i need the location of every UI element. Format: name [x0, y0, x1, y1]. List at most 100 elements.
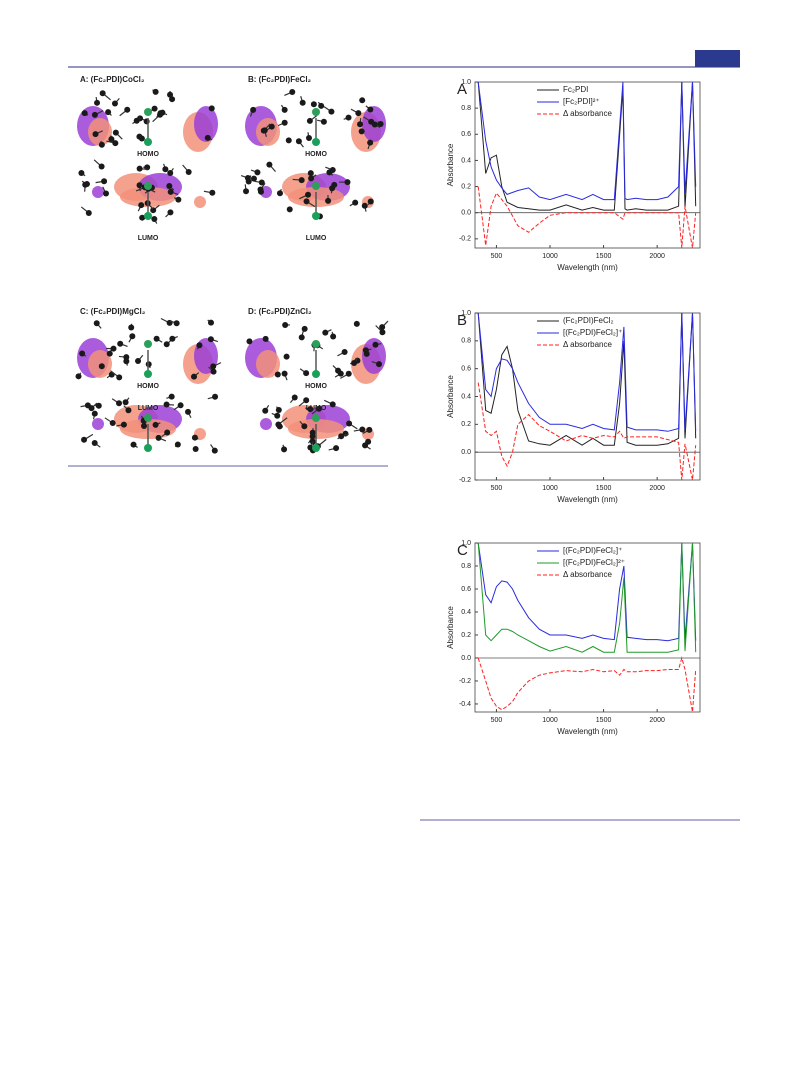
- atom: [286, 137, 292, 143]
- atom: [359, 97, 365, 103]
- atom: [99, 142, 105, 148]
- atom: [105, 109, 111, 115]
- atom: [79, 351, 85, 357]
- legend-label: [(Fc₂PDI)FeCl₂]⁺: [563, 546, 622, 555]
- atom: [123, 358, 129, 364]
- series-line: [478, 658, 696, 712]
- atom: [167, 170, 173, 176]
- atom: [107, 351, 113, 357]
- y-tick-label: 0.8: [461, 105, 471, 112]
- atom: [354, 321, 360, 327]
- atom: [303, 397, 309, 403]
- y-tick-label: 0.2: [461, 183, 471, 190]
- atom: [209, 190, 215, 196]
- atom: [300, 100, 306, 106]
- atom: [318, 103, 324, 109]
- atom: [299, 177, 305, 183]
- y-tick-label: -0.2: [459, 477, 471, 484]
- atom: [325, 198, 331, 204]
- atom: [169, 394, 175, 400]
- panel-label: B: [457, 312, 467, 329]
- y-tick-label: 0.6: [461, 366, 471, 373]
- orbital-label: LUMO: [306, 235, 327, 242]
- atom: [99, 164, 105, 170]
- atom: [368, 198, 374, 204]
- atom: [135, 358, 141, 364]
- atom: [379, 329, 385, 335]
- atom: [151, 216, 157, 222]
- atom: [156, 435, 162, 441]
- orbital-lobe: [256, 118, 280, 146]
- atom: [186, 169, 192, 175]
- orbital-lobe: [92, 418, 104, 430]
- atom: [245, 175, 251, 181]
- atom: [296, 138, 302, 144]
- atom: [89, 405, 95, 411]
- x-tick-label: 500: [491, 485, 503, 492]
- plot-frame: [475, 313, 700, 480]
- y-tick-label: 0.4: [461, 609, 471, 616]
- atom: [326, 169, 332, 175]
- atom: [138, 202, 144, 208]
- atom: [302, 326, 308, 332]
- atom: [308, 175, 314, 181]
- atom: [346, 115, 352, 121]
- y-axis-label: Absorbance: [446, 375, 455, 418]
- x-tick-label: 1500: [596, 253, 612, 260]
- atom: [103, 191, 109, 197]
- atom: [359, 128, 365, 134]
- atom: [351, 360, 357, 366]
- legend-label: Fc₂PDI: [563, 85, 588, 94]
- x-tick-label: 1500: [596, 485, 612, 492]
- atom: [124, 107, 130, 113]
- atom: [157, 112, 163, 118]
- y-axis-label: Absorbance: [446, 606, 455, 649]
- x-tick-label: 1000: [542, 485, 558, 492]
- molecule: [241, 162, 374, 220]
- orbital-label: HOMO: [305, 151, 327, 158]
- x-tick-label: 1000: [542, 717, 558, 724]
- atom: [137, 166, 143, 172]
- atom: [274, 413, 280, 419]
- chlorine-atom: [144, 370, 152, 378]
- atom: [250, 107, 256, 113]
- atom: [76, 373, 82, 379]
- y-tick-label: 0.6: [461, 131, 471, 138]
- x-tick-label: 1500: [596, 717, 612, 724]
- legend-label: [Fc₂PDI]²⁺: [563, 97, 600, 106]
- atom: [86, 210, 92, 216]
- atom: [362, 442, 368, 448]
- atom: [281, 446, 287, 452]
- atom: [307, 118, 313, 124]
- atom: [99, 363, 105, 369]
- panel-title: C: (Fc₂PDI)MgCl₂: [80, 307, 146, 316]
- atom: [246, 338, 252, 344]
- atom: [333, 445, 339, 451]
- orbital-label: HOMO: [305, 383, 327, 390]
- atom: [152, 106, 158, 112]
- x-tick-label: 500: [491, 253, 503, 260]
- panel-title: B: (Fc₂PDI)FeCl₂: [248, 75, 312, 84]
- y-tick-label: 0.0: [461, 655, 471, 662]
- atom: [275, 422, 281, 428]
- atom: [191, 374, 197, 380]
- atom: [277, 190, 283, 196]
- x-tick-label: 1000: [542, 253, 558, 260]
- atom: [310, 430, 316, 436]
- atom: [305, 192, 311, 198]
- metal-atom: [144, 182, 152, 190]
- atom: [144, 118, 150, 124]
- atom: [164, 402, 170, 408]
- atom: [81, 437, 87, 443]
- atom: [208, 336, 214, 342]
- atom: [282, 322, 288, 328]
- atom: [299, 334, 305, 340]
- metal-atom: [312, 414, 320, 422]
- plot-frame: [475, 82, 700, 248]
- atom: [167, 209, 173, 215]
- atom: [362, 203, 368, 209]
- atom: [284, 354, 290, 360]
- atom: [153, 422, 159, 428]
- header-tab: [695, 50, 740, 67]
